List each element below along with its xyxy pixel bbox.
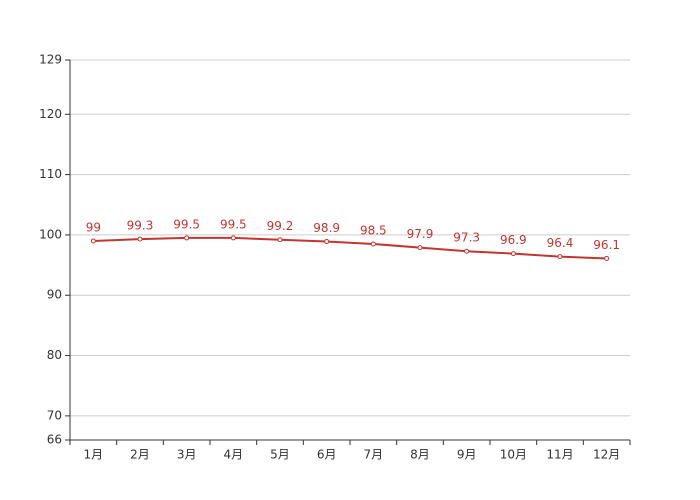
x-tick-label: 4月 bbox=[224, 448, 244, 462]
point bbox=[604, 255, 610, 261]
data-label: 97.3 bbox=[453, 231, 480, 245]
data-label: 99.5 bbox=[220, 217, 247, 231]
point bbox=[90, 238, 96, 244]
x-tick-label: 2月 bbox=[130, 448, 150, 462]
data-label: 99.2 bbox=[267, 219, 294, 233]
y-tick-label: 70 bbox=[47, 408, 62, 422]
y-tick-label: 80 bbox=[47, 348, 62, 362]
x-tick-label: 6月 bbox=[317, 448, 337, 462]
data-label: 96.1 bbox=[593, 238, 620, 252]
y-tick-label: 100 bbox=[39, 227, 62, 241]
x-tick-label: 12月 bbox=[593, 448, 620, 462]
y-tick-label: 90 bbox=[47, 288, 62, 302]
x-tick-label: 3月 bbox=[177, 448, 197, 462]
x-tick-label: 11月 bbox=[546, 448, 573, 462]
data-label: 97.9 bbox=[407, 227, 434, 241]
data-label: 96.4 bbox=[547, 236, 574, 250]
x-tick-label: 10月 bbox=[500, 448, 527, 462]
x-tick-label: 5月 bbox=[270, 448, 290, 462]
point bbox=[277, 237, 283, 243]
point bbox=[370, 241, 376, 247]
data-label: 99.3 bbox=[127, 219, 154, 233]
x-tick-label: 1月 bbox=[84, 448, 104, 462]
y-tick-label: 120 bbox=[39, 107, 62, 121]
y-tick-label: 110 bbox=[39, 167, 62, 181]
data-label: 98.9 bbox=[313, 221, 340, 235]
x-tick-label: 8月 bbox=[410, 448, 430, 462]
point bbox=[230, 235, 236, 241]
y-tick-label: 129 bbox=[39, 53, 62, 67]
point bbox=[324, 239, 330, 245]
line bbox=[93, 236, 607, 260]
point bbox=[137, 236, 143, 242]
data-label: 98.5 bbox=[360, 223, 387, 237]
point bbox=[557, 254, 563, 260]
data-label: 99.5 bbox=[173, 217, 200, 231]
x-tick-label: 9月 bbox=[457, 448, 477, 462]
y-tick-label: 66 bbox=[47, 433, 62, 447]
point bbox=[184, 235, 190, 241]
x-tick-label: 7月 bbox=[364, 448, 384, 462]
point bbox=[417, 245, 423, 251]
data-label: 99 bbox=[86, 220, 101, 234]
point bbox=[510, 251, 516, 257]
data-label: 96.9 bbox=[500, 233, 527, 247]
point bbox=[464, 248, 470, 254]
